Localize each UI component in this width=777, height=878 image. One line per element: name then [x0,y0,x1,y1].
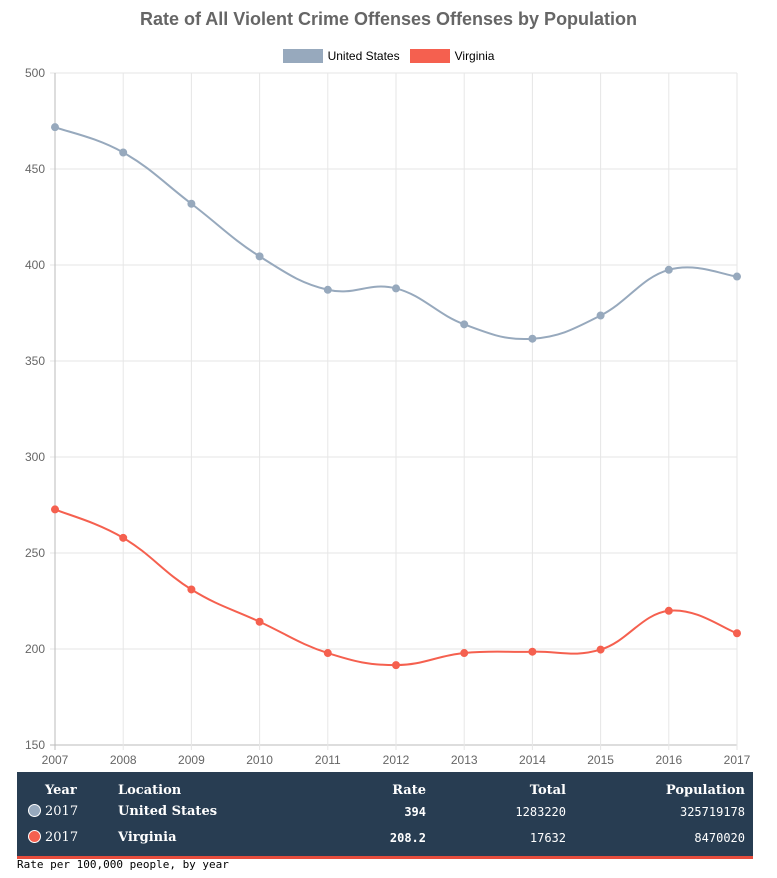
y-tick-label: 450 [25,162,45,176]
row-year: 2017 [45,830,79,845]
chart-legend: United States Virginia [0,49,777,63]
data-point-united-states [596,311,605,320]
table-header-row: Year Location Rate Total Population [17,779,753,803]
x-tick-label: 2012 [383,753,410,767]
row-total: 1283220 [515,805,566,819]
legend-item-united-states[interactable]: United States [282,49,400,63]
header-total: Total [529,783,566,798]
chart-grid [50,72,738,750]
header-location: Location [118,783,182,798]
legend-swatch-united-states [282,49,323,63]
row-rate: 394 [404,805,426,819]
data-point-virginia [51,505,59,514]
data-point-virginia [664,606,673,615]
y-axis: 150 200 250 300 350 400 450 500 [25,66,45,752]
row-total: 17632 [529,831,566,845]
data-point-virginia [460,649,469,658]
legend-label-united-states: United States [327,49,400,63]
data-point-virginia [596,645,605,654]
chart-title: Rate of All Violent Crime Offenses Offen… [139,9,638,29]
row-year-cell: 2017 [28,826,78,850]
row-population: 325719178 [679,805,745,819]
data-point-united-states [392,284,400,293]
x-tick-label: 2017 [724,753,751,767]
data-point-virginia [392,661,400,670]
y-tick-label: 400 [25,258,45,272]
data-point-virginia [119,533,128,542]
data-point-virginia [323,649,332,658]
legend-swatch-virginia [409,49,450,63]
header-population: Population [665,783,745,798]
data-point-united-states [528,334,537,343]
x-tick-label: 2007 [42,753,69,767]
table-row: 2017 United States 394 1283220 325719178 [17,800,753,824]
data-point-united-states [255,252,264,261]
data-point-united-states [733,272,741,281]
x-tick-label: 2009 [178,753,205,767]
data-table: Year Location Rate Total Population 2017… [17,772,753,859]
series-points [51,123,741,670]
data-point-virginia [255,617,264,626]
data-point-virginia [733,629,741,638]
y-tick-label: 150 [25,738,45,752]
series-color-dot [28,804,41,817]
y-tick-label: 350 [25,354,45,368]
row-location: Virginia [118,830,177,845]
row-population: 8470020 [694,831,745,845]
table-row: 2017 Virginia 208.2 17632 8470020 [17,826,753,850]
row-year: 2017 [45,804,79,819]
x-tick-label: 2016 [655,753,682,767]
x-tick-label: 2013 [451,753,478,767]
series-color-dot [28,830,41,843]
x-tick-label: 2010 [246,753,273,767]
y-tick-label: 200 [25,642,45,656]
data-point-united-states [664,265,673,274]
data-point-united-states [187,199,196,208]
y-tick-label: 300 [25,450,45,464]
data-point-united-states [51,123,59,132]
header-rate: Rate [392,783,426,798]
data-point-united-states [460,320,469,329]
x-tick-label: 2014 [519,753,546,767]
line-chart: 150 200 250 300 350 400 450 500 2007 2008 2009 201… [25,66,751,767]
data-point-united-states [119,148,128,157]
legend-label-virginia: Virginia [454,49,495,63]
y-tick-label: 500 [25,66,45,80]
data-point-virginia [528,647,537,656]
row-year-cell: 2017 [28,800,78,824]
x-tick-label: 2011 [315,753,341,767]
legend-item-virginia[interactable]: Virginia [409,49,495,63]
x-tick-label: 2015 [587,753,614,767]
row-location: United States [118,804,218,819]
data-point-united-states [323,285,332,294]
y-tick-label: 250 [25,546,45,560]
header-year: Year [45,783,77,798]
footnote: Rate per 100,000 people, by year [17,858,229,871]
row-rate: 208.2 [389,831,426,845]
x-tick-label: 2008 [110,753,137,767]
x-axis: 2007 2008 2009 2010 2011 2012 2013 2014 2015 2016… [42,753,751,767]
data-point-virginia [187,585,196,594]
